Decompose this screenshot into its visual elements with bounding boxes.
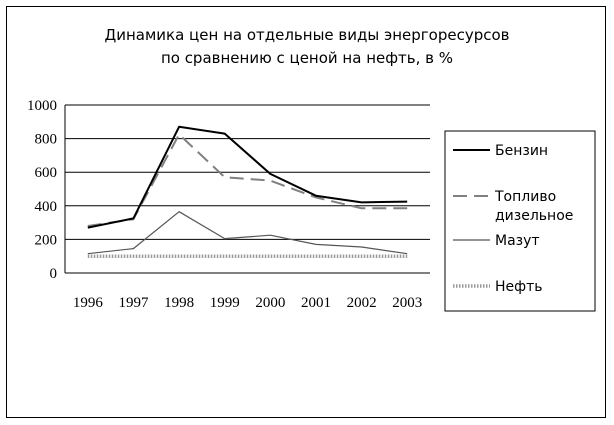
series-line-бензин [87,125,408,229]
tick-labels: 0 200 400 600 800 1000 1996 1997 1998 1999 2000 200… [27,98,422,311]
x-tick-label-1996: 1996 [73,295,104,311]
y-tick-label-600: 600 [35,165,58,181]
legend-label-3: Мазут [495,233,540,249]
series-lines [87,125,408,258]
y-tick-label-800: 800 [35,132,58,148]
x-tick-label-2003: 2003 [392,295,422,311]
x-tick-label-2002: 2002 [347,295,377,311]
y-tick-label-1000: 1000 [27,98,57,114]
series-line-топливо-дизельное [87,133,408,227]
y-tick-label-0: 0 [50,266,58,282]
legend-label-2-line-1: Топливо [494,189,556,205]
legend-box [444,130,596,312]
chart-title-line-2: по сравнению с ценой на нефть, в % [161,49,453,67]
x-tick-label-1999: 1999 [210,295,240,311]
x-tick-label-1998: 1998 [164,295,194,311]
legend-label-1: Бензин [495,143,548,159]
y-tick-label-200: 200 [35,232,58,248]
x-tick-label-2001: 2001 [301,295,331,311]
series-line-мазут [87,211,408,255]
x-tick-label-2000: 2000 [255,295,285,311]
legend: Бензин Топливо дизельное Мазут Нефть [444,130,596,312]
y-tick-label-400: 400 [35,199,58,215]
x-tick-label-1997: 1997 [118,295,149,311]
chart-title: Динамика цен на отдельные виды энергорес… [105,26,510,67]
legend-label-4: Нефть [495,279,543,295]
chart-title-line-1: Динамика цен на отдельные виды энергорес… [105,26,510,44]
axes [64,105,430,274]
legend-label-2-line-2: дизельное [495,208,573,224]
grid [65,104,430,274]
